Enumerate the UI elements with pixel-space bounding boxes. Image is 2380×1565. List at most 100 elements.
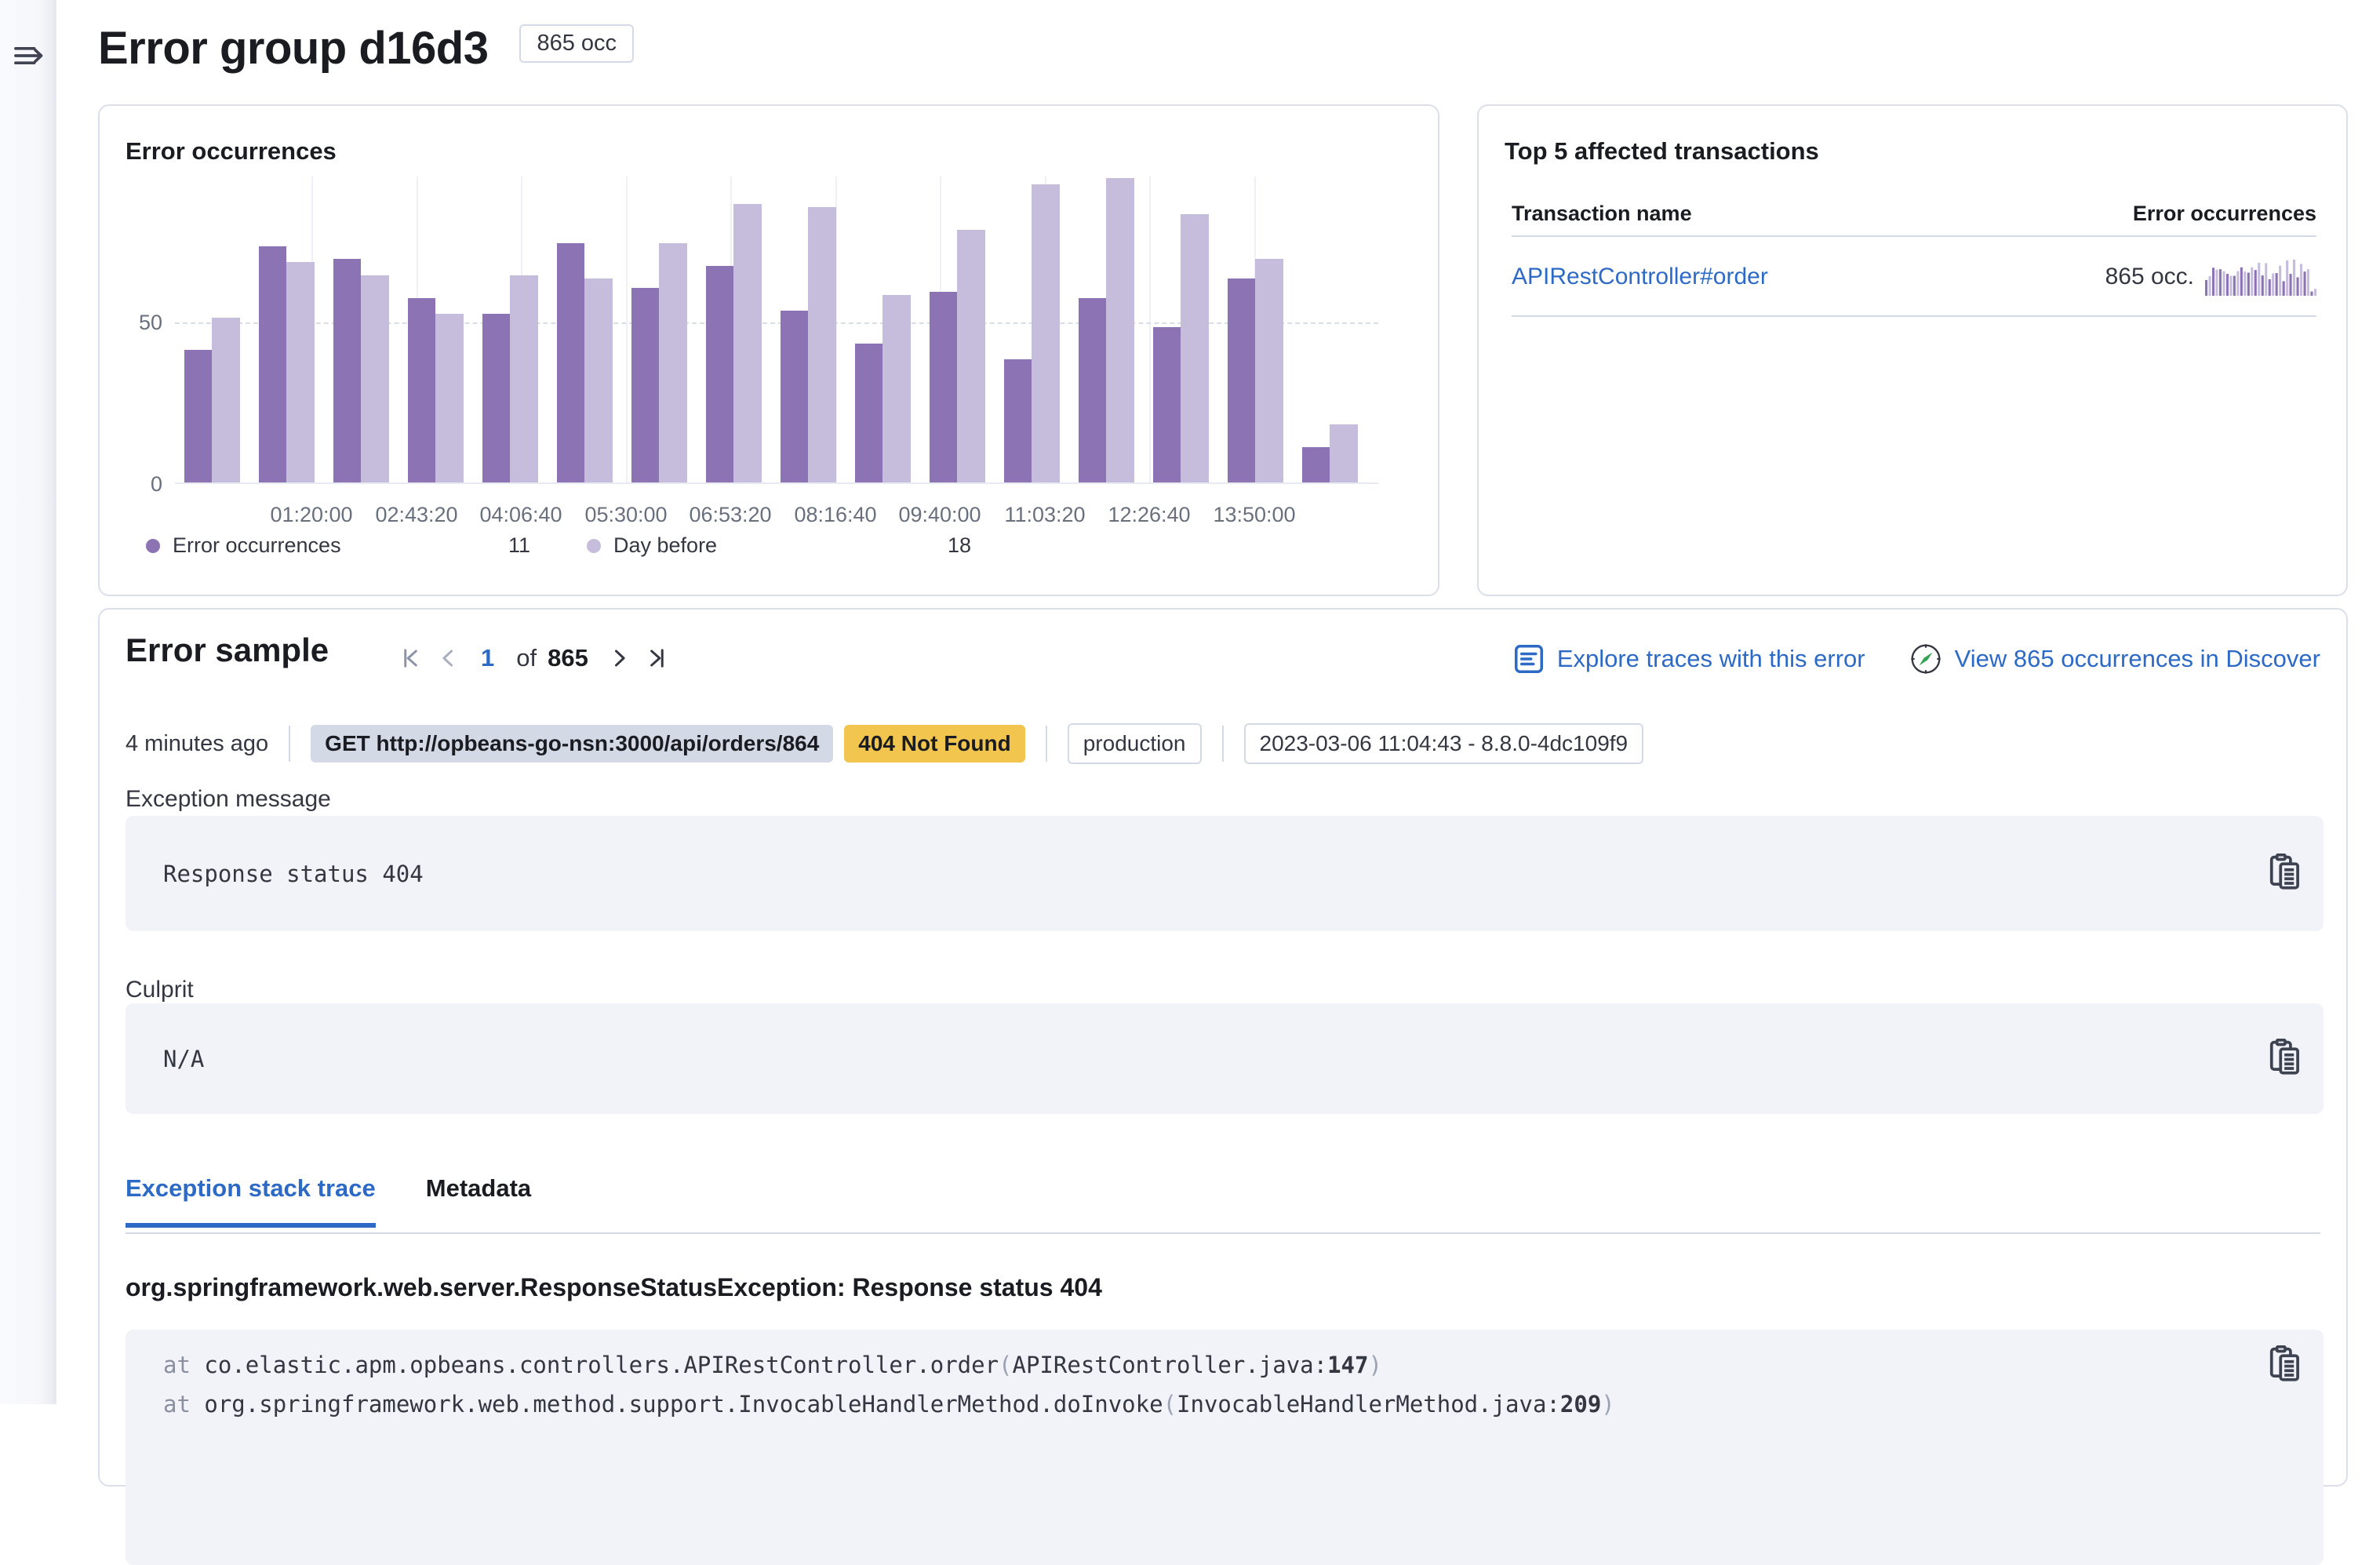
- prev-page-button[interactable]: [429, 639, 467, 677]
- top-transactions-panel: Top 5 affected transactions Transaction …: [1477, 104, 2348, 596]
- table-divider: [1512, 315, 2316, 317]
- culprit-text: N/A: [163, 1046, 204, 1072]
- legend-item[interactable]: Error occurrences 11: [146, 533, 530, 558]
- bar-day-before: [659, 243, 687, 482]
- x-axis-tick-label: 13:50:00: [1184, 503, 1325, 527]
- bar-day-before: [361, 275, 389, 482]
- meta-divider: [1222, 726, 1224, 762]
- stack-trace-block: at co.elastic.apm.opbeans.controllers.AP…: [126, 1330, 2324, 1565]
- occurrences-panel-title: Error occurrences: [126, 137, 337, 166]
- sample-header-links: Explore traces with this error View 865 …: [1469, 642, 2320, 675]
- bar-day-before: [435, 314, 464, 482]
- copy-clipboard-icon: [2267, 1039, 2303, 1075]
- next-page-button[interactable]: [601, 639, 639, 677]
- tab-metadata[interactable]: Metadata: [426, 1174, 531, 1228]
- stack-frame: at org.springframework.web.method.suppor…: [163, 1385, 2286, 1424]
- column-error-occurrences: Error occurrences: [2133, 202, 2316, 226]
- legend-color-dot: [587, 539, 601, 553]
- table-row: APIRestController#order 865 occ.: [1512, 238, 2316, 315]
- bar-day-before: [733, 204, 762, 482]
- bar-day-before: [808, 207, 836, 482]
- bar-error-occurrences: [1079, 298, 1106, 482]
- error-sample-title: Error sample: [126, 631, 329, 669]
- discover-compass-icon: [1909, 642, 1942, 675]
- bar-error-occurrences: [631, 288, 659, 482]
- copy-button[interactable]: [2267, 1039, 2303, 1079]
- bar-day-before: [510, 275, 538, 482]
- bar-error-occurrences: [781, 311, 808, 482]
- total-pages: 865: [548, 644, 588, 672]
- y-axis-tick-label: 50: [93, 310, 162, 335]
- bar-day-before: [957, 230, 985, 482]
- bar-error-occurrences: [408, 298, 435, 482]
- exception-message-text: Response status 404: [163, 861, 424, 887]
- bar-error-occurrences: [706, 266, 733, 482]
- transactions-table-header: Transaction name Error occurrences: [1512, 202, 2316, 226]
- bar-day-before: [286, 262, 315, 482]
- chart-vertical-gridline: [1149, 177, 1151, 482]
- copy-button[interactable]: [2267, 853, 2303, 894]
- stack-trace-title: org.springframework.web.server.ResponseS…: [126, 1273, 1102, 1302]
- culprit-block: N/A: [126, 1003, 2324, 1114]
- tabs-bottom-rule: [126, 1232, 2320, 1234]
- last-page-button[interactable]: [639, 639, 676, 677]
- exception-message-label: Exception message: [126, 786, 331, 813]
- bar-day-before: [584, 278, 613, 482]
- page-of-label: of: [516, 644, 537, 672]
- table-divider: [1512, 235, 2316, 237]
- error-sample-panel: Error sample 1 of 865 Explore traces wit…: [98, 608, 2348, 1487]
- status-code-badge: 404 Not Found: [844, 725, 1024, 762]
- bar-day-before: [882, 295, 911, 482]
- legend-value: 11: [508, 533, 530, 558]
- tab-exception-stack-trace[interactable]: Exception stack trace: [126, 1174, 376, 1228]
- occurrences-sparkline: [2205, 257, 2316, 297]
- transactions-panel-title: Top 5 affected transactions: [1505, 137, 1819, 166]
- sample-meta-row: 4 minutes ago GET http://opbeans-go-nsn:…: [126, 723, 1643, 764]
- meta-divider: [289, 726, 290, 762]
- first-page-icon: [397, 645, 424, 671]
- time-ago: 4 minutes ago: [126, 731, 268, 757]
- request-badge: GET http://opbeans-go-nsn:3000/api/order…: [311, 725, 833, 762]
- y-axis-tick-label: 0: [93, 471, 162, 497]
- transaction-occurrences: 865 occ.: [2105, 264, 2194, 290]
- bar-day-before: [1181, 214, 1209, 482]
- bar-day-before: [212, 318, 240, 482]
- bar-error-occurrences: [855, 344, 882, 482]
- last-page-icon: [644, 645, 671, 671]
- occurrence-count-badge: 865 occ: [519, 24, 634, 63]
- bar-error-occurrences: [184, 350, 212, 482]
- bar-day-before: [1032, 184, 1060, 482]
- trace-explorer-icon: [1513, 643, 1545, 675]
- bar-error-occurrences: [557, 243, 584, 482]
- timestamp-version-badge: 2023-03-06 11:04:43 - 8.8.0-4dc109f9: [1244, 723, 1644, 764]
- bar-error-occurrences: [1228, 278, 1255, 482]
- legend-label: Error occurrences: [173, 533, 341, 558]
- explore-traces-link[interactable]: Explore traces with this error: [1513, 643, 1865, 675]
- bar-error-occurrences: [1004, 359, 1032, 482]
- current-page: 1: [481, 644, 494, 672]
- meta-divider: [1046, 726, 1047, 762]
- legend-color-dot: [146, 539, 160, 553]
- bar-error-occurrences: [482, 314, 510, 482]
- transaction-link[interactable]: APIRestController#order: [1512, 264, 1768, 290]
- chart-vertical-gridline: [626, 177, 628, 482]
- bar-error-occurrences: [930, 292, 957, 482]
- sample-tabs: Exception stack trace Metadata: [126, 1174, 581, 1228]
- page-header: Error group d16d3 865 occ: [98, 22, 634, 75]
- bar-day-before: [1330, 424, 1358, 482]
- menu-expand-icon[interactable]: [13, 39, 45, 72]
- culprit-label: Culprit: [126, 977, 194, 1003]
- sample-pagination: 1 of 865: [391, 638, 676, 679]
- bar-error-occurrences: [333, 259, 361, 482]
- bar-error-occurrences: [1302, 447, 1330, 482]
- view-in-discover-link[interactable]: View 865 occurrences in Discover: [1909, 642, 2320, 675]
- stack-frame: at co.elastic.apm.opbeans.controllers.AP…: [163, 1345, 2286, 1385]
- bar-day-before: [1255, 259, 1283, 482]
- exception-message-block: Response status 404: [126, 816, 2324, 931]
- page-title: Error group d16d3: [98, 22, 488, 75]
- copy-button[interactable]: [2267, 1345, 2303, 1385]
- prev-page-icon: [435, 645, 461, 671]
- first-page-button[interactable]: [391, 639, 429, 677]
